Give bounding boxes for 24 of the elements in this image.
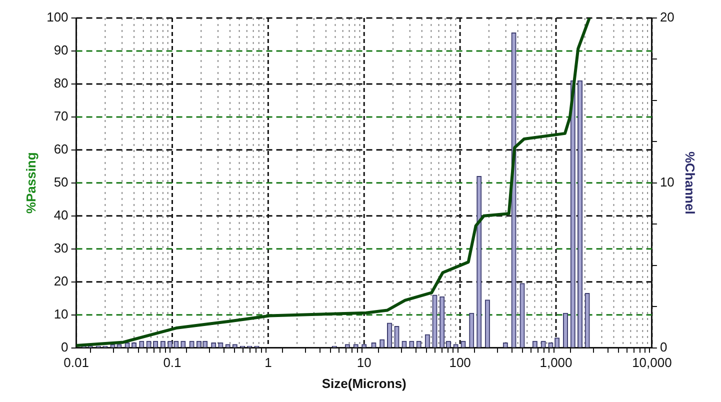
y2-axis-title: %Channel: [682, 151, 698, 214]
x-tick-label: 10: [356, 355, 372, 370]
y-tick-label: 100: [46, 10, 68, 25]
y-tick-label: 20: [54, 273, 68, 288]
y-tick-label: 70: [54, 108, 68, 124]
y2-tick-label: 20: [660, 10, 674, 25]
y-axis-title: %Passing: [23, 152, 38, 214]
y-tick-label: 30: [54, 240, 68, 256]
y-tick-label: 40: [54, 207, 68, 222]
y-tick-label: 10: [54, 306, 68, 322]
x-tick-label: 1: [264, 355, 272, 370]
x-tick-label: 1,000: [540, 355, 572, 370]
x-tick-label: 0.1: [163, 355, 182, 370]
y2-tick-label: 0: [660, 339, 668, 354]
y-tick-label: 0: [61, 339, 68, 354]
y-tick-label: 90: [54, 42, 68, 58]
y-tick-label: 60: [54, 142, 68, 156]
x-tick-label: 0.01: [64, 355, 89, 370]
x-axis-title: Size(Microns): [322, 376, 406, 391]
y-tick-label: 80: [54, 76, 68, 91]
y2-tick-label: 10: [660, 174, 674, 190]
y-tick-label: 50: [54, 174, 68, 190]
x-tick-label: 100: [449, 355, 471, 370]
x-tick-label: 10,000: [632, 355, 672, 370]
